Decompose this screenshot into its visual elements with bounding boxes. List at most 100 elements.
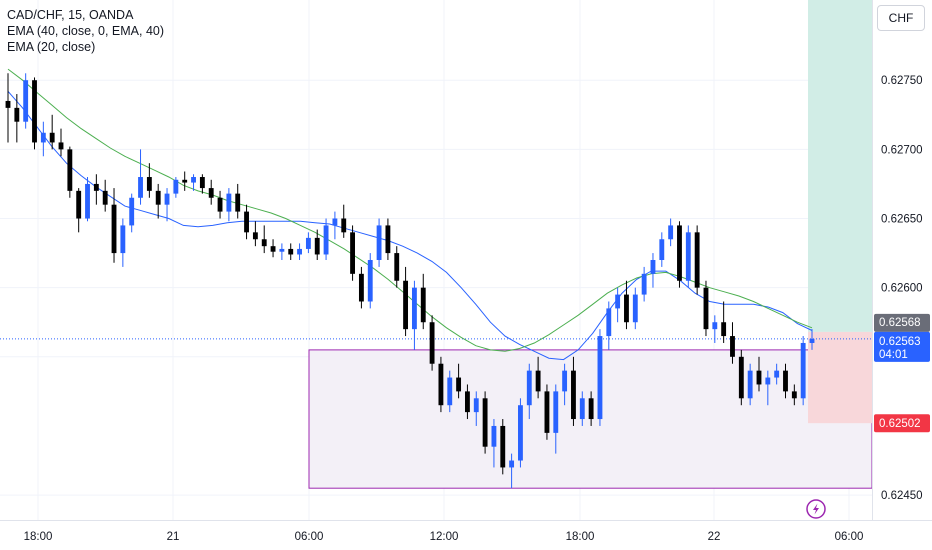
candle-body xyxy=(191,177,196,183)
chart-legend: CAD/CHF, 15, OANDA EMA (40, close, 0, EM… xyxy=(7,7,164,55)
candle-body xyxy=(314,237,320,255)
candle-body xyxy=(765,377,771,385)
x-tick-label: 06:00 xyxy=(835,531,864,543)
ema40-label[interactable]: EMA (40, close, 0, EMA, 40) xyxy=(7,24,165,38)
x-tick-label: 06:00 xyxy=(295,531,324,543)
y-tick-label: 0.62650 xyxy=(881,214,923,226)
candle-body xyxy=(93,183,99,191)
candle-body xyxy=(659,239,665,260)
candle-body xyxy=(288,248,294,255)
candle-body xyxy=(341,218,347,233)
candle-body xyxy=(40,132,46,143)
candle-body xyxy=(49,132,55,143)
ema20-label[interactable]: EMA (20, close) xyxy=(7,40,96,54)
candle-body xyxy=(252,232,258,240)
candle-body xyxy=(473,398,479,413)
y-tick-label: 0.62700 xyxy=(881,144,923,156)
target-zone xyxy=(808,0,872,332)
currency-button[interactable]: CHF xyxy=(877,5,925,31)
candle-body xyxy=(403,280,409,330)
candle-body xyxy=(376,225,382,260)
candle-body xyxy=(747,370,753,399)
candle-body xyxy=(164,193,170,205)
candle-body xyxy=(85,183,90,219)
candle-body xyxy=(394,253,400,281)
candle-body xyxy=(420,287,426,323)
candle-body xyxy=(138,177,143,198)
candle-body xyxy=(650,260,656,274)
candle-body xyxy=(5,100,11,108)
candle-body xyxy=(800,342,806,399)
current-price-bg xyxy=(874,331,930,362)
candle-body xyxy=(279,248,285,252)
candle-body xyxy=(155,190,161,205)
candle-body xyxy=(641,273,647,295)
candle-body xyxy=(305,237,311,249)
x-tick-label: 21 xyxy=(167,531,180,543)
symbol-title[interactable]: CAD/CHF, 15, OANDA xyxy=(7,8,134,22)
candle-body xyxy=(571,370,576,420)
candle-body xyxy=(721,322,727,337)
candle-body xyxy=(244,211,249,233)
ema-lines xyxy=(7,68,813,361)
candle-body xyxy=(756,370,762,385)
candle-body xyxy=(738,356,744,399)
candle-body xyxy=(350,232,356,274)
candle-body xyxy=(668,225,674,240)
candle-body xyxy=(544,391,550,433)
lightning-icon[interactable] xyxy=(806,499,826,519)
candle-body xyxy=(677,225,682,281)
candle-body xyxy=(562,370,568,392)
candle-body xyxy=(730,336,735,357)
candle-body xyxy=(518,405,523,461)
candle-body xyxy=(226,193,232,212)
candle-body xyxy=(694,232,700,288)
candle-body xyxy=(624,294,629,323)
stop-price-tag: 0.62502 xyxy=(874,414,930,433)
candle-body xyxy=(809,338,815,343)
last-high-tag-bg xyxy=(874,313,930,332)
y-tick-label: 0.62750 xyxy=(881,75,923,87)
y-tick-label: 0.62600 xyxy=(881,283,923,295)
candle-body xyxy=(182,179,188,183)
candle-body xyxy=(102,190,108,205)
position-zones xyxy=(0,0,873,489)
candle-body xyxy=(791,391,797,399)
candle-body xyxy=(129,197,135,226)
candle-body xyxy=(535,370,541,392)
y-tick-label: 0.62450 xyxy=(881,490,923,502)
ema40-line xyxy=(7,68,813,352)
candle-body xyxy=(32,80,37,143)
x-tick-label: 12:00 xyxy=(430,531,459,543)
candle-body xyxy=(588,398,594,420)
candle-body xyxy=(491,425,497,447)
candle-body xyxy=(615,294,621,309)
candle-body xyxy=(526,370,532,406)
countdown-text: 04:01 xyxy=(879,349,908,361)
candle-body xyxy=(482,398,488,447)
ema20-line xyxy=(7,90,813,361)
candle-body xyxy=(208,188,214,198)
last-high-text: 0.62568 xyxy=(879,317,921,329)
candle-body xyxy=(597,336,603,420)
candle-body xyxy=(270,246,276,252)
candle-body xyxy=(217,197,223,212)
x-tick-label: 18:00 xyxy=(24,531,53,543)
x-tick-label: 18:00 xyxy=(566,531,595,543)
candle-body xyxy=(783,370,788,392)
candle-body xyxy=(447,377,453,406)
candle-body xyxy=(774,370,780,378)
candle-body xyxy=(23,80,29,122)
candle-body xyxy=(199,177,205,189)
candle-body xyxy=(385,225,391,254)
stop-zone xyxy=(808,331,872,424)
candle-body xyxy=(146,177,152,191)
candle-body xyxy=(606,308,612,337)
candle-body xyxy=(14,107,20,122)
candle-body xyxy=(120,225,126,254)
candle-body xyxy=(456,377,462,392)
candle-body xyxy=(500,425,506,468)
candle-body xyxy=(67,149,73,191)
